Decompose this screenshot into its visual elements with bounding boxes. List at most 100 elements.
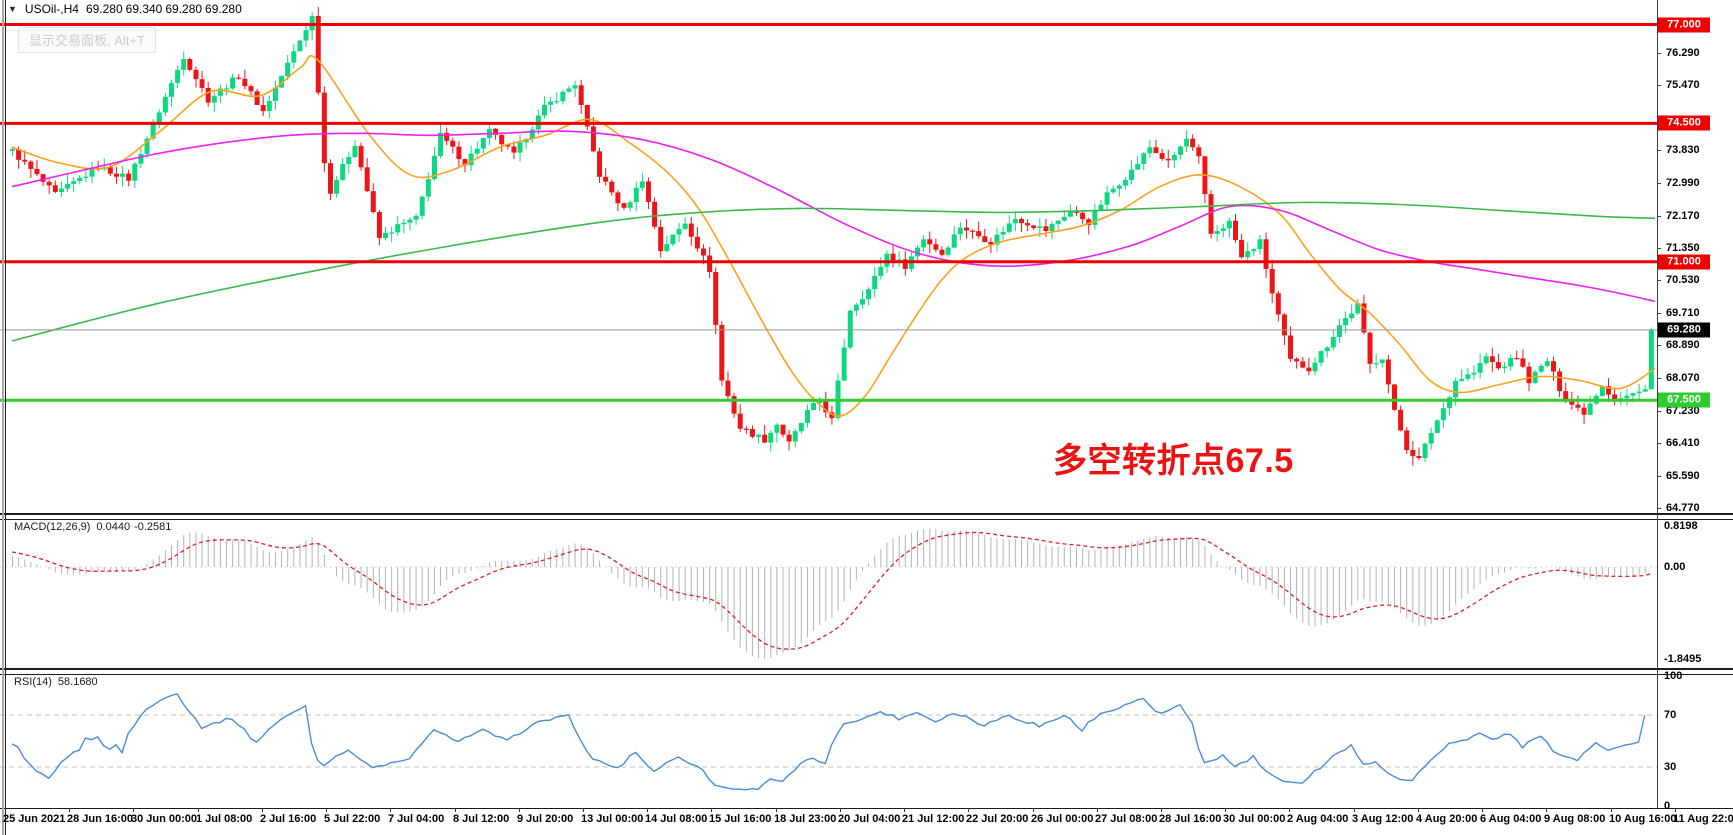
- rsi-axis-label: 70: [1664, 709, 1677, 721]
- time-axis-label: 14 Jul 08:00: [645, 813, 708, 825]
- time-tick: [1033, 808, 1034, 812]
- main-price-chart[interactable]: [0, 0, 1657, 513]
- time-tick: [519, 808, 520, 812]
- time-tick: [1097, 808, 1098, 812]
- time-axis-label: 8 Jul 12:00: [453, 813, 510, 825]
- time-tick: [711, 808, 712, 812]
- time-tick: [133, 808, 134, 812]
- price-badge: 67.500: [1658, 392, 1710, 408]
- price-badge: 69.280: [1658, 322, 1710, 338]
- quote-dropdown-icon[interactable]: ▼: [8, 4, 17, 14]
- time-axis-label: 30 Jun 00:00: [131, 813, 198, 825]
- panel-splitter-macd[interactable]: [0, 513, 1733, 520]
- time-tick: [1675, 808, 1676, 812]
- time-tick: [1161, 808, 1162, 812]
- price-tick: [1657, 411, 1661, 412]
- macd-main-value: 0.0440: [96, 521, 131, 533]
- price-tick-label: 73.830: [1666, 144, 1700, 156]
- time-tick: [904, 808, 905, 812]
- macd-signal-line: [11, 531, 1651, 650]
- time-axis-label: 30 Jul 00:00: [1223, 813, 1286, 825]
- time-axis-label: 22 Jul 20:00: [966, 813, 1029, 825]
- window-left-edge: [2, 0, 4, 835]
- time-axis-label: 1 Jul 08:00: [196, 813, 253, 825]
- time-axis-label: 5 Jul 22:00: [324, 813, 381, 825]
- price-tick-label: 67.230: [1666, 405, 1700, 417]
- time-tick: [1418, 808, 1419, 812]
- ohlc-open: 69.280: [85, 2, 123, 16]
- time-tick: [5, 808, 6, 812]
- price-tick-label: 75.470: [1666, 79, 1700, 91]
- time-axis-label: 3 Aug 12:00: [1352, 813, 1414, 825]
- time-axis-label: 21 Jul 12:00: [902, 813, 965, 825]
- time-tick: [198, 808, 199, 812]
- time-tick: [1354, 808, 1355, 812]
- price-tick-label: 65.590: [1666, 470, 1700, 482]
- time-axis-label: 6 Aug 04:00: [1480, 813, 1542, 825]
- time-axis-border: [0, 808, 1733, 809]
- rsi-axis-label: 0: [1664, 800, 1671, 812]
- time-axis-label: 10 Aug 16:00: [1609, 813, 1677, 825]
- price-tick: [1657, 183, 1661, 184]
- ohlc-close: 69.280: [205, 2, 242, 16]
- price-tick: [1657, 150, 1661, 151]
- rsi-label: RSI(14) 58.1680: [14, 676, 98, 688]
- time-axis-label: 2 Jul 16:00: [260, 813, 317, 825]
- time-tick: [326, 808, 327, 812]
- rsi-value: 58.1680: [57, 676, 98, 688]
- show-trade-panel-button[interactable]: 显示交易面板, Alt+T: [18, 27, 156, 53]
- price-tick: [1657, 248, 1661, 249]
- time-tick: [455, 808, 456, 812]
- price-badge: 77.000: [1658, 17, 1710, 33]
- time-tick: [69, 808, 70, 812]
- rsi-axis-label: 30: [1664, 761, 1677, 773]
- time-axis-label: 27 Jul 08:00: [1095, 813, 1158, 825]
- time-axis-label: 28 Jun 16:00: [67, 813, 134, 825]
- time-tick: [1482, 808, 1483, 812]
- ma-fast-line: [11, 54, 1656, 417]
- symbol-timeframe-label: USOil-,H4: [24, 2, 79, 16]
- time-axis-label: 18 Jul 23:00: [774, 813, 837, 825]
- price-tick-label: 71.350: [1666, 242, 1700, 254]
- price-tick-label: 72.990: [1666, 177, 1700, 189]
- price-badge: 71.000: [1658, 254, 1710, 270]
- candlestick-series: [10, 6, 1654, 466]
- time-tick: [776, 808, 777, 812]
- price-tick: [1657, 85, 1661, 86]
- rsi-indicator-chart[interactable]: [0, 668, 1657, 808]
- time-tick: [1225, 808, 1226, 812]
- macd-indicator-chart[interactable]: [0, 513, 1657, 668]
- price-tick-label: 72.170: [1666, 210, 1700, 222]
- price-tick: [1657, 313, 1661, 314]
- price-tick-label: 68.070: [1666, 372, 1700, 384]
- price-badge: 74.500: [1658, 115, 1710, 131]
- rsi-line: [11, 692, 1646, 791]
- time-axis-label: 2 Aug 04:00: [1287, 813, 1349, 825]
- price-tick: [1657, 378, 1661, 379]
- time-tick: [1611, 808, 1612, 812]
- rsi-name: RSI(14): [14, 676, 52, 688]
- price-axis-border: [1657, 0, 1658, 808]
- macd-label: MACD(12,26,9) 0.0440 -0.2581: [14, 521, 171, 533]
- price-tick-label: 68.890: [1666, 339, 1700, 351]
- symbol-header: ▼ USOil-,H4 69.280 69.340 69.280 69.280: [8, 2, 242, 16]
- macd-axis-label: -1.8495: [1664, 653, 1702, 665]
- time-axis-label: 26 Jul 00:00: [1031, 813, 1094, 825]
- ohlc-low: 69.280: [165, 2, 203, 16]
- ma-slow-line: [11, 201, 1656, 342]
- price-tick: [1657, 280, 1661, 281]
- time-tick: [1289, 808, 1290, 812]
- time-tick: [968, 808, 969, 812]
- time-axis-label: 7 Jul 04:00: [388, 813, 445, 825]
- panel-splitter-rsi[interactable]: [0, 668, 1733, 675]
- price-tick-label: 64.770: [1666, 502, 1700, 514]
- price-tick: [1657, 53, 1661, 54]
- rsi-axis-label: 100: [1664, 670, 1683, 682]
- price-tick: [1657, 476, 1661, 477]
- time-axis-label: 9 Jul 20:00: [517, 813, 574, 825]
- time-tick: [583, 808, 584, 812]
- time-tick: [647, 808, 648, 812]
- macd-axis-label: 0.00: [1664, 561, 1686, 573]
- price-tick: [1657, 345, 1661, 346]
